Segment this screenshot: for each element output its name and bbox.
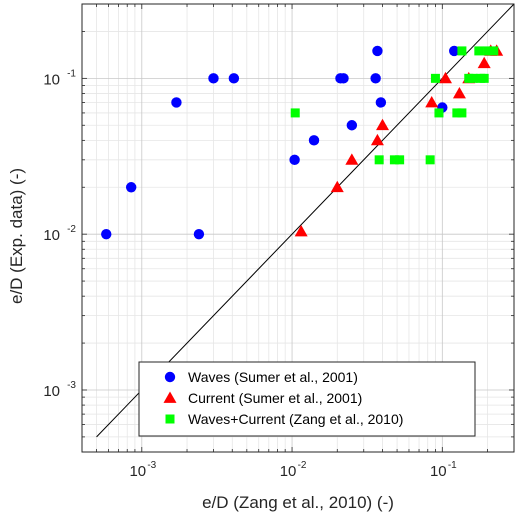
tick-labels: 10 -3 10 -2 10 -110 -310 -210 -1 xyxy=(43,68,457,480)
square-point xyxy=(457,108,467,118)
legend-label: Current (Sumer et al., 2001) xyxy=(188,390,362,406)
circle-point xyxy=(101,228,112,240)
x-tick-label: 10 xyxy=(430,463,447,480)
triangle-point xyxy=(345,153,359,165)
square-point xyxy=(290,108,300,118)
y-axis-label: e/D (Exp. data) (-) xyxy=(7,168,26,304)
circle-point xyxy=(171,97,182,108)
legend-marker-square xyxy=(165,414,175,424)
triangle-point xyxy=(452,86,466,99)
square-point xyxy=(457,46,467,56)
square-point xyxy=(489,46,499,56)
y-tick-label: 10 xyxy=(43,383,60,400)
legend-label: Waves (Sumer et al., 2001) xyxy=(188,369,358,385)
triangle-point xyxy=(370,133,384,146)
triangle-point xyxy=(477,56,491,69)
triangle-point xyxy=(376,118,390,131)
y-tick-label-exponent: -3 xyxy=(67,380,76,391)
x-tick-label: 10 xyxy=(280,463,297,480)
circle-point xyxy=(208,73,219,84)
square-point xyxy=(425,155,435,165)
square-point xyxy=(474,46,484,56)
square-point xyxy=(374,155,384,165)
legend: Waves (Sumer et al., 2001) Current (Sumer… xyxy=(138,361,476,437)
triangle-point xyxy=(438,71,452,84)
x-tick-label: 10 xyxy=(129,463,146,480)
circle-point xyxy=(193,228,205,240)
circle-point xyxy=(308,135,320,146)
circle-point xyxy=(449,45,460,57)
square-point xyxy=(468,73,478,83)
square-point xyxy=(389,155,399,165)
triangle-point xyxy=(330,180,344,193)
y-tick-label: 10 xyxy=(43,227,60,244)
legend-box xyxy=(138,361,476,437)
axis-ticks xyxy=(81,4,514,453)
square-point xyxy=(434,108,444,118)
square-point xyxy=(479,73,489,83)
circle-point xyxy=(372,45,383,57)
x-tick-label-exponent: -2 xyxy=(298,460,307,471)
plot-frame xyxy=(81,3,515,453)
square-point xyxy=(452,108,462,118)
circle-point xyxy=(375,97,387,108)
triangle-point xyxy=(425,95,439,108)
y-tick-label-exponent: -2 xyxy=(67,224,76,235)
square-point xyxy=(395,155,405,165)
legend-marker-triangle xyxy=(163,391,177,403)
legend-marker-circle xyxy=(164,371,176,383)
x-tick-label-exponent: -3 xyxy=(147,460,156,471)
y-tick-label: 10 xyxy=(43,71,60,88)
triangle-point xyxy=(294,225,308,237)
legend-label: Waves+Current (Zang et al., 2010) xyxy=(188,411,403,427)
legend-items: Waves (Sumer et al., 2001) Current (Sumer… xyxy=(163,369,403,427)
circle-point xyxy=(370,73,381,84)
square-point xyxy=(430,73,440,83)
data-points xyxy=(101,44,504,240)
square-point xyxy=(483,46,493,56)
circle-point xyxy=(228,73,240,84)
x-axis-label: e/D (Zang et al., 2010) (-) xyxy=(202,493,394,512)
circle-point xyxy=(338,73,349,84)
circle-point xyxy=(125,182,137,193)
circle-point xyxy=(346,120,358,131)
x-tick-label-exponent: -1 xyxy=(448,460,457,471)
circle-point xyxy=(289,154,300,166)
y-tick-label-exponent: -1 xyxy=(67,68,76,79)
